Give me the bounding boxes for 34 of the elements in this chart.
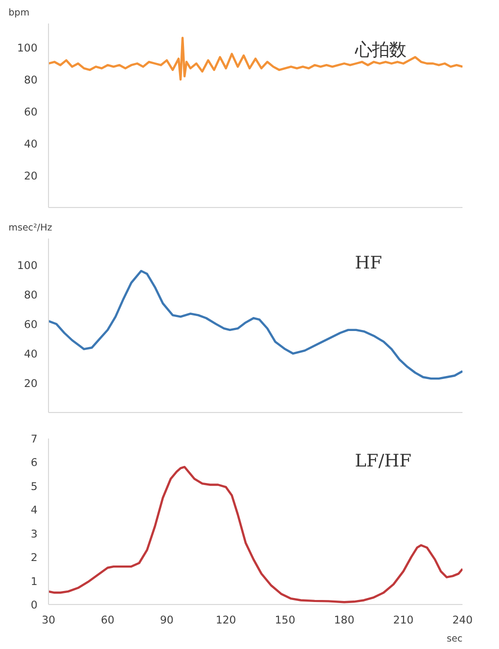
text: LF/HF — [354, 452, 412, 472]
y-axis-title: bpm — [8, 8, 30, 18]
y-tick-label: 20 — [24, 377, 38, 390]
y-tick-label: 100 — [17, 259, 38, 272]
y-tick-label: 80 — [24, 288, 38, 302]
x-tick-label: 60 — [100, 614, 115, 626]
y-tick-label: 20 — [24, 170, 38, 182]
y-tick-label: 2 — [30, 551, 38, 564]
y-tick-label: 5 — [30, 480, 38, 493]
y-tick-label: 3 — [30, 527, 38, 540]
y-axis-title: msec²/Hz — [8, 222, 52, 234]
x-tick-label: 120 — [216, 614, 236, 626]
y-tick-label: 7 — [30, 432, 38, 446]
x-tick-label: 150 — [274, 614, 296, 626]
x-tick-label: 30 — [42, 614, 56, 626]
x-tick-label: 240 — [452, 614, 473, 626]
y-tick-label: 60 — [24, 318, 38, 332]
y-tick-label: 100 — [17, 42, 38, 54]
y-tick-label: 0 — [30, 598, 38, 612]
y-tick-label: 80 — [24, 74, 38, 86]
y-tick-label: 40 — [24, 348, 38, 361]
y-tick-label: 60 — [24, 106, 38, 118]
x-tick-label: 210 — [393, 614, 414, 626]
line-series — [48, 270, 462, 380]
y-tick-label: 1 — [30, 574, 38, 588]
text: HF — [354, 253, 382, 274]
text: 心拍数 — [354, 40, 406, 60]
x-tick-label: 90 — [160, 614, 174, 626]
y-tick-label: 6 — [30, 456, 38, 470]
line-series — [48, 36, 462, 81]
y-tick-label: 4 — [30, 504, 38, 517]
x-axis-title: sec — [446, 634, 463, 644]
y-tick-label: 40 — [24, 138, 38, 150]
x-tick-label: 180 — [334, 614, 355, 626]
